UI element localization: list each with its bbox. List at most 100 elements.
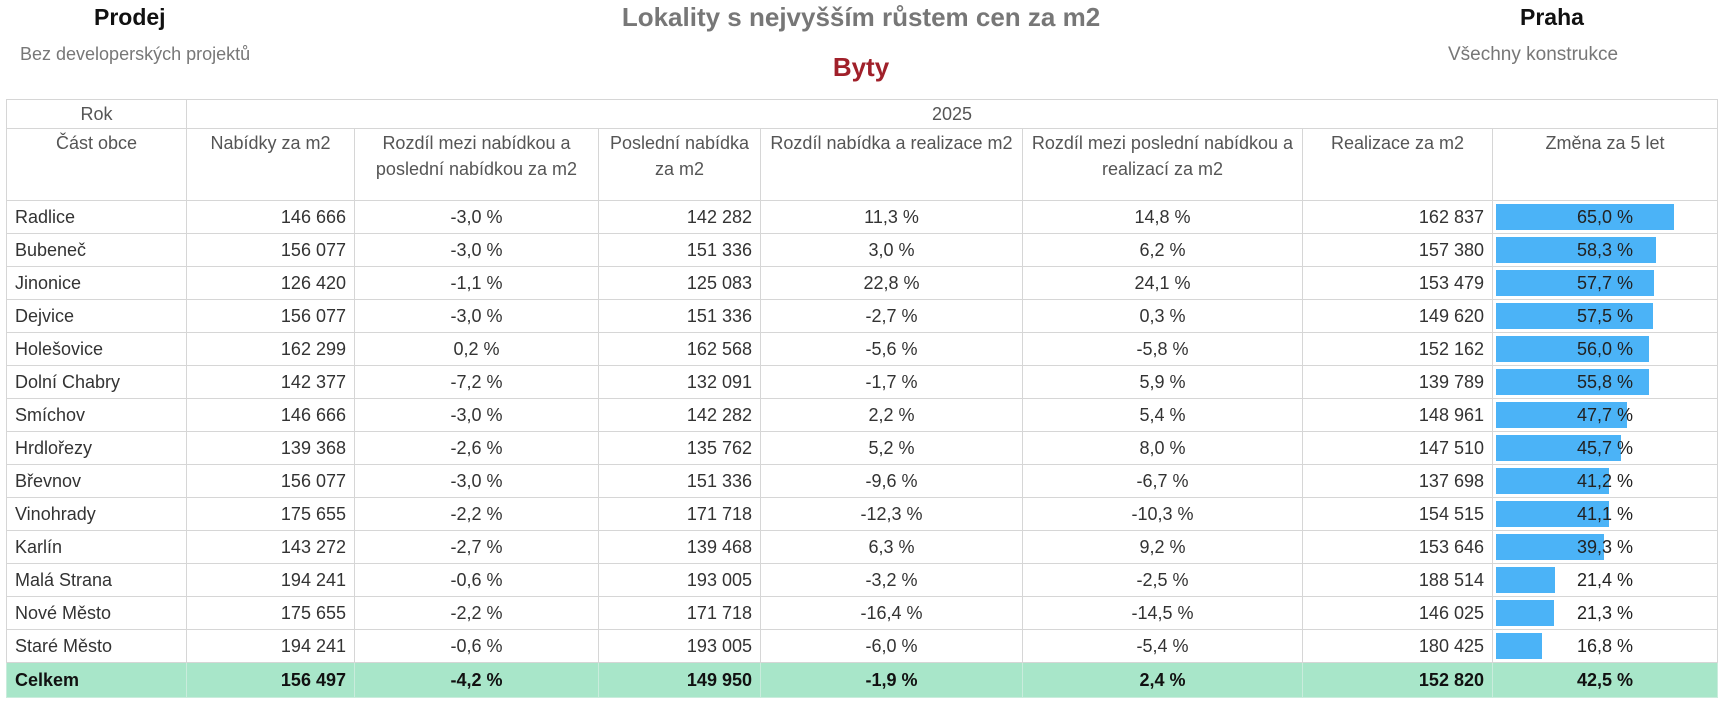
- table-row: Holešovice 162 299 0,2 % 162 568 -5,6 % -5,8 …: [6, 332, 1719, 366]
- cell-change-5y: 39,3 %: [1491, 530, 1719, 564]
- cell-diff-offer-last: -2,2 %: [354, 596, 599, 630]
- cell-diff-offer-real: 3,0 %: [760, 233, 1023, 267]
- cell-diff-offer-real: -2,7 %: [760, 299, 1023, 333]
- cell-diff-offer-last: -1,1 %: [354, 266, 599, 300]
- cell-diff-offer-real: 11,3 %: [760, 200, 1023, 234]
- cell-diff-last-real: 14,8 %: [1022, 200, 1303, 234]
- cell-diff-last-real: -14,5 %: [1022, 596, 1303, 630]
- table-row: Dejvice 156 077 -3,0 % 151 336 -2,7 % 0,3 % 14…: [6, 299, 1719, 333]
- cell-realization: 137 698: [1302, 464, 1493, 498]
- year-label: 2025: [185, 99, 1719, 129]
- table-row: Dolní Chabry 142 377 -7,2 % 132 091 -1,7 % 5,…: [6, 365, 1719, 399]
- cell-offer: 162 299: [186, 332, 355, 366]
- change-bar-label: 57,7 %: [1577, 273, 1634, 293]
- cell-diff-last-real: 6,2 %: [1022, 233, 1303, 267]
- cell-district: Dejvice: [6, 299, 187, 333]
- cell-change-5y: 47,7 %: [1491, 398, 1719, 432]
- cell-realization: 162 837: [1302, 200, 1493, 234]
- cell-realization: 180 425: [1302, 629, 1493, 663]
- cell-last-offer: 151 336: [598, 464, 761, 498]
- page-title: Lokality s nejvyšším růstem cen za m2: [621, 2, 1101, 32]
- cell-district: Dolní Chabry: [6, 365, 187, 399]
- total-diff-offer-real: -1,9 %: [760, 662, 1023, 698]
- cell-diff-last-real: 5,4 %: [1022, 398, 1303, 432]
- cell-realization: 153 479: [1302, 266, 1493, 300]
- table-body: Radlice 146 666 -3,0 % 142 282 11,3 % 14,8 % 1…: [6, 200, 1719, 663]
- cell-last-offer: 171 718: [598, 596, 761, 630]
- year-header-row: Rok 2025: [6, 99, 1719, 129]
- change-bar-label: 41,1 %: [1577, 504, 1634, 524]
- change-bar-label: 41,2 %: [1577, 471, 1634, 491]
- table-row: Staré Město 194 241 -0,6 % 193 005 -6,0 % -5,…: [6, 629, 1719, 663]
- cell-diff-offer-last: -3,0 %: [354, 464, 599, 498]
- cell-realization: 148 961: [1302, 398, 1493, 432]
- change-bar: [1496, 402, 1627, 428]
- change-bar: [1496, 270, 1654, 296]
- cell-diff-offer-last: -3,0 %: [354, 233, 599, 267]
- table-row: Bubeneč 156 077 -3,0 % 151 336 3,0 % 6,2 % 157…: [6, 233, 1719, 267]
- cell-offer: 139 368: [186, 431, 355, 465]
- cell-district: Karlín: [6, 530, 187, 564]
- cell-district: Malá Strana: [6, 563, 187, 597]
- column-header: Část obce: [6, 128, 187, 201]
- change-bar-label: 56,0 %: [1577, 339, 1634, 359]
- cell-realization: 188 514: [1302, 563, 1493, 597]
- cell-diff-offer-real: -3,2 %: [760, 563, 1023, 597]
- column-header: Rozdíl mezi nabídkou a poslední nabídkou…: [354, 128, 599, 201]
- cell-change-5y: 21,3 %: [1491, 596, 1719, 630]
- table-row: Smíchov 146 666 -3,0 % 142 282 2,2 % 5,4 % 148…: [6, 398, 1719, 432]
- cell-offer: 126 420: [186, 266, 355, 300]
- column-header: Realizace za m2: [1302, 128, 1493, 201]
- change-bar: [1496, 336, 1649, 362]
- cell-change-5y: 57,7 %: [1491, 266, 1719, 300]
- cell-diff-offer-last: -2,2 %: [354, 497, 599, 531]
- cell-district: Smíchov: [6, 398, 187, 432]
- change-bar-label: 55,8 %: [1577, 372, 1634, 392]
- cell-diff-offer-real: -6,0 %: [760, 629, 1023, 663]
- cell-offer: 146 666: [186, 398, 355, 432]
- change-bar: [1496, 633, 1542, 659]
- cell-change-5y: 57,5 %: [1491, 299, 1719, 333]
- cell-offer: 143 272: [186, 530, 355, 564]
- cell-offer: 175 655: [186, 497, 355, 531]
- cell-change-5y: 41,2 %: [1491, 464, 1719, 498]
- cell-diff-last-real: 9,2 %: [1022, 530, 1303, 564]
- change-bar-label: 21,3 %: [1577, 603, 1634, 623]
- cell-diff-offer-last: -3,0 %: [354, 299, 599, 333]
- column-header: Rozdíl mezi poslední nabídkou a realizac…: [1022, 128, 1303, 201]
- cell-district: Vinohrady: [6, 497, 187, 531]
- table-row: Nové Město 175 655 -2,2 % 171 718 -16,4 % -14…: [6, 596, 1719, 630]
- cell-offer: 146 666: [186, 200, 355, 234]
- cell-district: Břevnov: [6, 464, 187, 498]
- cell-offer: 156 077: [186, 233, 355, 267]
- total-realization: 152 820: [1302, 662, 1493, 698]
- cell-change-5y: 45,7 %: [1491, 431, 1719, 465]
- cell-last-offer: 151 336: [598, 233, 761, 267]
- cell-last-offer: 193 005: [598, 563, 761, 597]
- table-row: Radlice 146 666 -3,0 % 142 282 11,3 % 14,8 % 1…: [6, 200, 1719, 234]
- cell-realization: 149 620: [1302, 299, 1493, 333]
- cell-diff-offer-last: -2,7 %: [354, 530, 599, 564]
- left-subtitle: Bez developerských projektů: [20, 44, 251, 64]
- cell-district: Bubeneč: [6, 233, 187, 267]
- cell-diff-offer-real: -5,6 %: [760, 332, 1023, 366]
- cell-district: Holešovice: [6, 332, 187, 366]
- cell-diff-last-real: -5,4 %: [1022, 629, 1303, 663]
- cell-district: Hrdlořezy: [6, 431, 187, 465]
- cell-last-offer: 142 282: [598, 200, 761, 234]
- table-row: Karlín 143 272 -2,7 % 139 468 6,3 % 9,2 % 153 …: [6, 530, 1719, 564]
- table-row: Hrdlořezy 139 368 -2,6 % 135 762 5,2 % 8,0 % 1…: [6, 431, 1719, 465]
- column-header: Změna za 5 let: [1491, 128, 1719, 201]
- total-label: Celkem: [6, 662, 187, 698]
- table-row: Vinohrady 175 655 -2,2 % 171 718 -12,3 % -10,…: [6, 497, 1719, 531]
- right-title: Praha: [1520, 4, 1584, 30]
- cell-last-offer: 151 336: [598, 299, 761, 333]
- cell-last-offer: 135 762: [598, 431, 761, 465]
- cell-diff-last-real: -6,7 %: [1022, 464, 1303, 498]
- cell-change-5y: 58,3 %: [1491, 233, 1719, 267]
- page-subtitle: Byty: [832, 52, 890, 82]
- cell-change-5y: 16,8 %: [1491, 629, 1719, 663]
- change-bar: [1496, 567, 1555, 593]
- cell-district: Staré Město: [6, 629, 187, 663]
- cell-diff-last-real: -10,3 %: [1022, 497, 1303, 531]
